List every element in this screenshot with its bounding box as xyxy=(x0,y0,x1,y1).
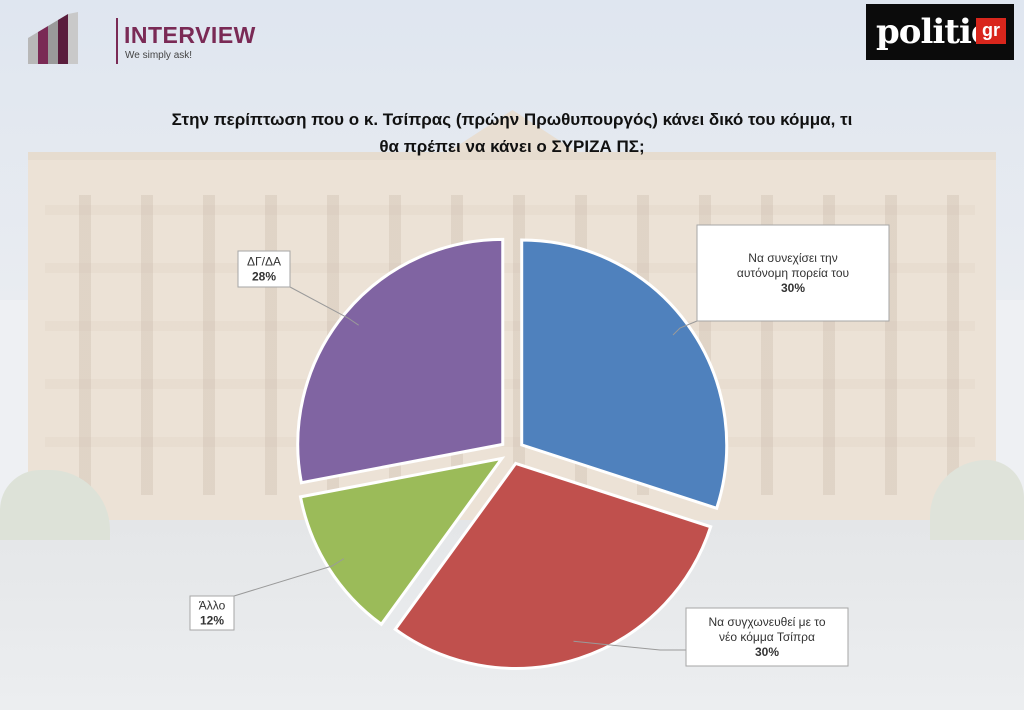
brand-tagline: We simply ask! xyxy=(125,50,193,61)
slice-value-label: 30% xyxy=(755,645,779,659)
callout-leader-line xyxy=(289,286,359,326)
partner-suffix: gr xyxy=(976,18,1006,44)
callout-box xyxy=(696,224,890,322)
chart-title: Στην περίπτωση που ο κ. Τσίπρας (πρώην Π… xyxy=(80,106,944,160)
pie-slice xyxy=(296,237,505,485)
bars-logo-icon xyxy=(28,12,78,64)
callout-leader-line xyxy=(573,640,686,651)
callout-box xyxy=(237,250,291,288)
partner-name: politic xyxy=(876,12,992,52)
logo-separator xyxy=(116,18,118,64)
slice-category-label: Να συγχωνευθεί με το xyxy=(708,615,825,629)
politic-logo: politic gr xyxy=(866,4,1014,60)
slice-category-label: ΔΓ/ΔΑ xyxy=(247,255,281,269)
slice-category-label: αυτόνομη πορεία του xyxy=(737,266,849,280)
brand-name: INTERVIEW xyxy=(124,22,256,48)
pie-slice xyxy=(520,238,729,511)
pie-slice xyxy=(393,461,713,670)
parliament-building xyxy=(28,160,996,520)
slice-value-label: 28% xyxy=(252,270,276,284)
slice-value-label: 12% xyxy=(200,614,224,628)
pie-slice xyxy=(298,456,506,627)
callout-leader-line xyxy=(233,558,345,597)
callout-box xyxy=(685,607,849,667)
slice-category-label: Άλλο xyxy=(199,599,226,613)
slice-category-label: νέο κόμμα Τσίπρα xyxy=(719,630,815,644)
chart-title-line-1: Στην περίπτωση που ο κ. Τσίπρας (πρώην Π… xyxy=(171,110,853,129)
slice-category-label: Να συνεχίσει την xyxy=(748,251,837,265)
slice-value-label: 30% xyxy=(781,281,805,295)
callout-box xyxy=(189,595,235,631)
chart-title-line-2: θα πρέπει να κάνει ο ΣΥΡΙΖΑ ΠΣ; xyxy=(379,137,645,156)
interview-logo: INTERVIEW We simply ask! xyxy=(28,8,268,68)
callout-leader-line xyxy=(672,320,698,336)
